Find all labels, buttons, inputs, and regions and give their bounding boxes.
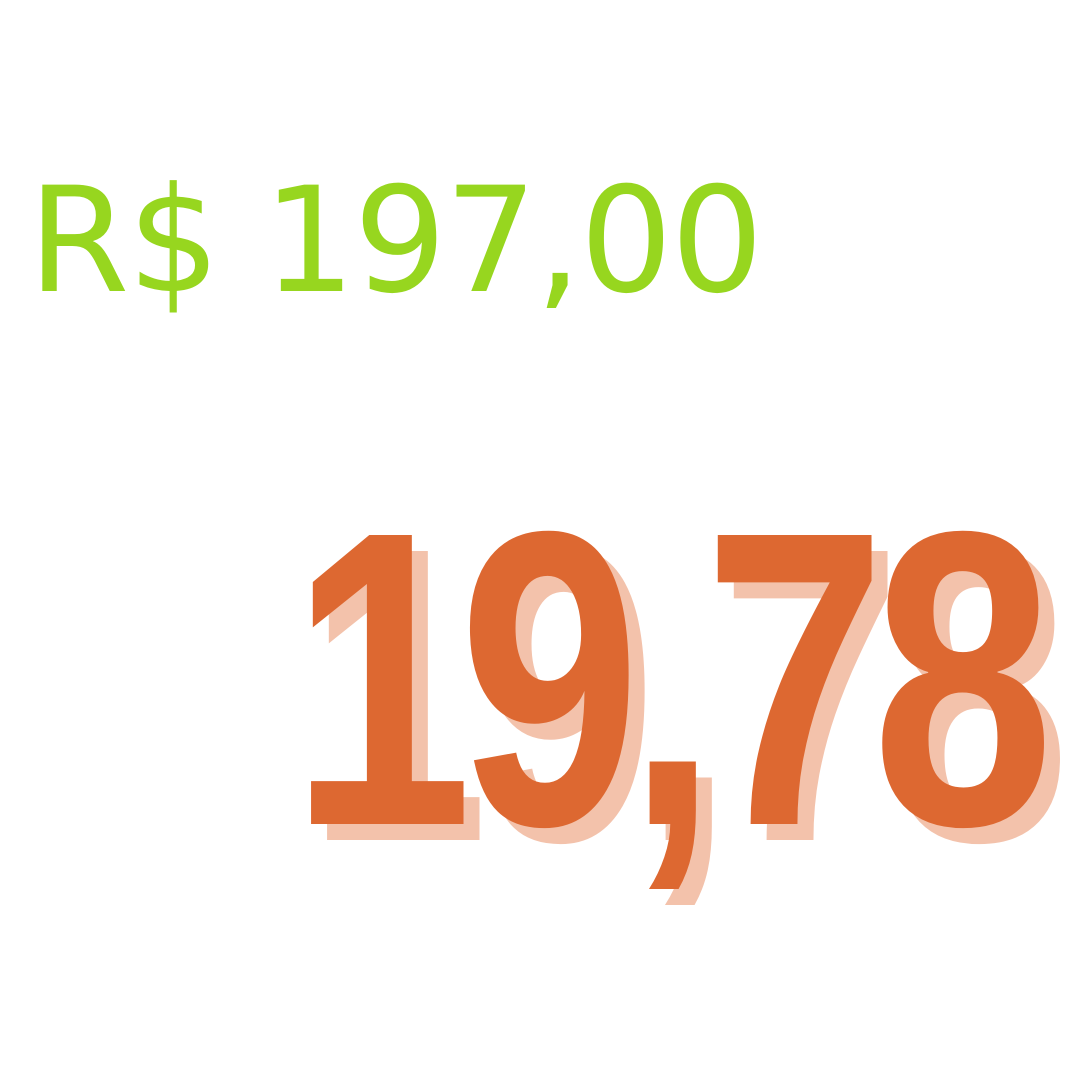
promo-price-value: 19,78 xyxy=(290,445,1054,914)
promo-price: 19,78 19,78 xyxy=(280,445,1070,914)
original-price: R$ 197,00 xyxy=(28,156,764,326)
promo-price-shadow: 19,78 xyxy=(306,461,1070,930)
